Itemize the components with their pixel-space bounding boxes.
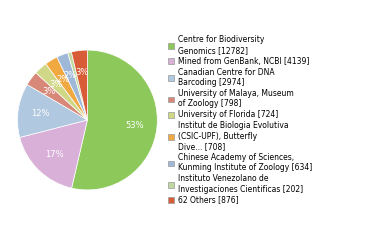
Legend: Centre for Biodiversity
Genomics [12782], Mined from GenBank, NCBI [4139], Canad: Centre for Biodiversity Genomics [12782]… xyxy=(168,36,312,204)
Text: 3%: 3% xyxy=(49,80,62,89)
Text: 3%: 3% xyxy=(43,87,56,96)
Wedge shape xyxy=(27,73,87,120)
Wedge shape xyxy=(71,50,87,120)
Wedge shape xyxy=(36,64,87,120)
Wedge shape xyxy=(57,53,87,120)
Wedge shape xyxy=(71,50,157,190)
Wedge shape xyxy=(46,57,87,120)
Wedge shape xyxy=(17,84,87,138)
Wedge shape xyxy=(68,52,87,120)
Text: 17%: 17% xyxy=(45,150,63,159)
Text: 3%: 3% xyxy=(75,68,89,77)
Text: 53%: 53% xyxy=(125,121,144,130)
Text: 2%: 2% xyxy=(56,75,70,84)
Text: 2%: 2% xyxy=(64,71,77,80)
Wedge shape xyxy=(20,120,87,188)
Text: 12%: 12% xyxy=(31,109,49,118)
